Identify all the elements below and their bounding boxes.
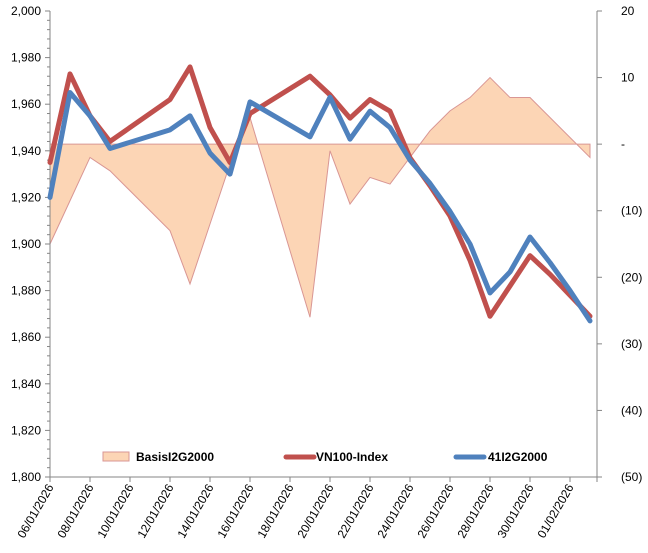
axes	[45, 10, 602, 482]
line-layer	[47, 64, 593, 324]
left-tick-label: 1,840	[11, 377, 41, 391]
legend-label-41i2g2000: 41I2G2000	[488, 450, 548, 464]
right-tick-label: (20)	[621, 270, 642, 284]
right-tick-label: (40)	[621, 403, 642, 417]
right-tick-label: 20	[621, 4, 635, 18]
right-tick-label: -	[621, 137, 625, 151]
left-tick-label: 1,800	[11, 470, 41, 484]
basis-area-layer	[49, 76, 591, 318]
x-tick-label: 06/01/2026	[14, 481, 56, 540]
legend-item-basis: BasisI2G2000	[102, 450, 214, 464]
x-tick-label: 26/01/2026	[414, 481, 456, 540]
x-tick-label: 28/01/2026	[454, 481, 496, 540]
left-tick-label: 1,820	[11, 423, 41, 437]
x-tick-label: 18/01/2026	[254, 481, 296, 540]
right-axis-labels: (50) (40) (30) (20) (10) - 10 20	[621, 4, 642, 484]
legend-label-basis: BasisI2G2000	[136, 450, 214, 464]
x-tick-label: 12/01/2026	[134, 481, 176, 540]
x-tick-label: 14/01/2026	[174, 481, 216, 540]
left-axis-labels: 1,800 1,820 1,840 1,860 1,880 1,900 1,920 1,940…	[11, 4, 41, 484]
legend-item-vn100: VN100-Index	[283, 450, 388, 464]
x-tick-label: 24/01/2026	[374, 481, 416, 540]
left-tick-label: 2,000	[11, 4, 41, 18]
x-tick-label: 01/02/2026	[534, 481, 576, 540]
legend-swatch-basis	[102, 451, 130, 462]
41i2g2000-line	[47, 90, 593, 324]
right-tick-label: (10)	[621, 204, 642, 218]
right-tick-label: 10	[621, 71, 635, 85]
left-tick-label: 1,920	[11, 190, 41, 204]
left-tick-label: 1,880	[11, 284, 41, 298]
legend-item-41i2g2000: 41I2G2000	[453, 450, 548, 464]
left-tick-label: 1,960	[11, 97, 41, 111]
x-tick-label: 08/01/2026	[54, 481, 96, 540]
x-tick-label: 30/01/2026	[494, 481, 536, 540]
x-tick-label: 10/01/2026	[94, 481, 136, 540]
right-tick-label: (50)	[621, 470, 642, 484]
legend: BasisI2G2000 VN100-Index 41I2G2000	[102, 450, 548, 464]
left-tick-label: 1,980	[11, 51, 41, 65]
left-tick-label: 1,860	[11, 330, 41, 344]
left-tick-label: 1,940	[11, 144, 41, 158]
basis-area	[49, 76, 591, 318]
vn100-line	[47, 64, 593, 319]
legend-label-vn100: VN100-Index	[316, 450, 388, 464]
x-tick-label: 20/01/2026	[294, 481, 336, 540]
left-tick-label: 1,900	[11, 237, 41, 251]
x-tick-label: 22/01/2026	[334, 481, 376, 540]
x-tick-label: 16/01/2026	[214, 481, 256, 540]
right-tick-label: (30)	[621, 337, 642, 351]
x-axis-labels: 06/01/202608/01/202610/01/202612/01/2026…	[14, 481, 576, 540]
